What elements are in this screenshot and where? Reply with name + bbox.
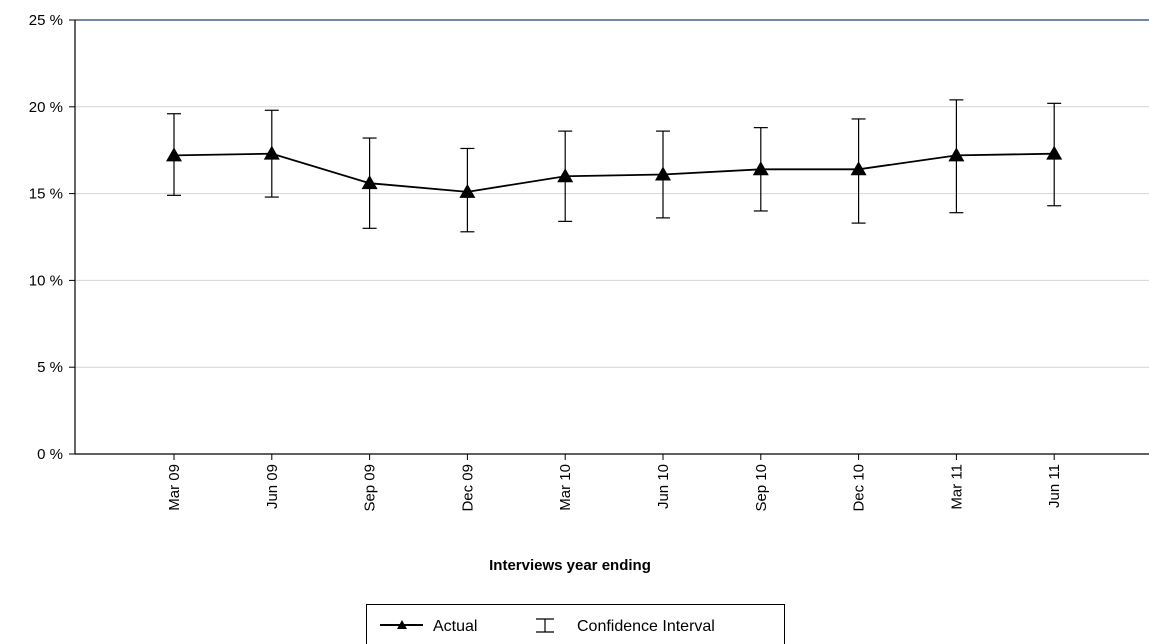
legend-box <box>366 604 785 644</box>
x-tick-label: Jun 11 <box>1046 464 1063 508</box>
data-point-marker <box>752 161 769 176</box>
confidence-intervals <box>167 99 1062 233</box>
legend-item-confidence-interval: Confidence Interval <box>536 618 715 635</box>
y-tick-label: 25 % <box>29 12 63 29</box>
y-ticks: 0 % 5 % 10 % 15 % 20 % 25 % <box>29 12 75 463</box>
data-point-marker <box>850 161 867 176</box>
legend-triangle-icon <box>397 620 407 629</box>
x-tick-label: Jun 10 <box>655 464 672 509</box>
x-tick-label: Jun 09 <box>264 464 281 509</box>
gridlines <box>75 19 1149 368</box>
x-ticks: Mar 09 Jun 09 Sep 09 Dec 09 Mar 10 Jun 10 Sep … <box>166 454 1063 512</box>
legend-label-actual: Actual <box>433 618 477 635</box>
series-line-actual <box>173 152 1055 193</box>
y-tick-label: 10 % <box>29 272 63 289</box>
y-tick-label: 0 % <box>37 446 63 463</box>
data-point-marker <box>948 147 965 162</box>
x-tick-label: Mar 09 <box>166 464 183 511</box>
y-tick-label: 15 % <box>29 186 63 203</box>
legend-error-bar-icon <box>536 618 554 633</box>
x-tick-label: Dec 09 <box>459 464 476 512</box>
data-point-marker <box>655 166 671 181</box>
x-tick-label: Sep 10 <box>753 464 770 512</box>
y-tick-label: 5 % <box>37 359 63 376</box>
legend-label-confidence-interval: Confidence Interval <box>577 618 715 635</box>
series-actual-markers <box>166 145 1063 198</box>
x-tick-label: Mar 10 <box>557 464 574 511</box>
x-tick-label: Dec 10 <box>851 464 868 512</box>
x-tick-label: Sep 09 <box>362 464 379 512</box>
axes <box>74 20 1149 455</box>
y-tick-label: 20 % <box>29 99 63 116</box>
data-point-marker <box>459 183 476 198</box>
data-point-marker <box>557 168 574 183</box>
legend: Actual Confidence Interval <box>366 604 785 644</box>
series-actual <box>173 152 1055 193</box>
data-point-marker <box>263 145 280 160</box>
data-point-marker <box>1046 145 1063 160</box>
x-axis-title: Interviews year ending <box>489 557 651 574</box>
data-point-marker <box>361 175 378 190</box>
data-point-marker <box>166 147 182 162</box>
x-tick-label: Mar 11 <box>948 464 965 510</box>
legend-item-actual: Actual <box>380 618 477 635</box>
